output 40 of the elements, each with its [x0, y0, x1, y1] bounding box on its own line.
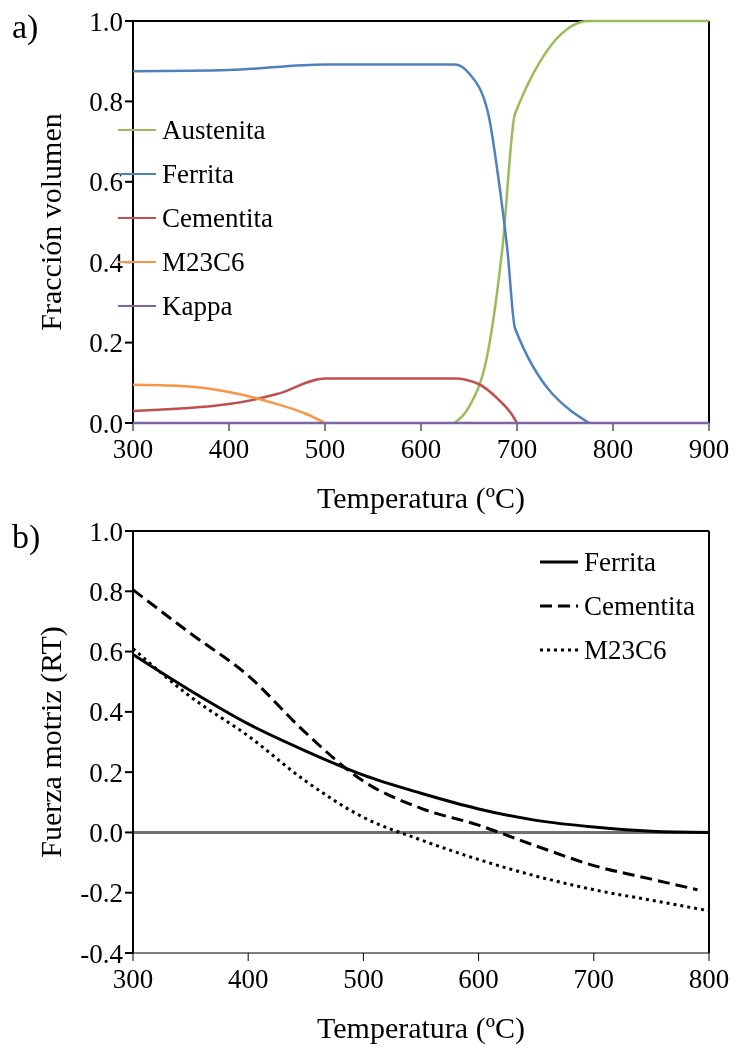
y-tick-label: -0.2 — [80, 878, 123, 909]
y-axis-title: Fracción volumen — [33, 113, 67, 331]
line-series — [131, 383, 327, 425]
legend-label: Cementita — [162, 202, 273, 234]
legend-label: Austenita — [162, 114, 266, 146]
y-tick-label: 1.0 — [89, 6, 123, 37]
x-axis-title: Temperatura (ºC) — [317, 481, 525, 515]
x-tick-label: 500 — [304, 434, 346, 465]
x-tick-label: 400 — [227, 964, 269, 995]
x-tick-label: 600 — [458, 964, 499, 995]
y-tick-label: 0.0 — [89, 818, 123, 849]
y-tick-label: 0.6 — [89, 167, 123, 198]
y-tick-label: 0.8 — [89, 86, 123, 117]
chart-title: b) — [12, 518, 41, 556]
legend-label: M23C6 — [162, 246, 245, 278]
legend-label: Ferrita — [584, 546, 657, 578]
y-tick-label: 0.4 — [89, 697, 124, 728]
x-tick-label: 800 — [592, 434, 634, 465]
legend-label: Cementita — [584, 590, 695, 622]
x-axis-title: Temperatura (ºC) — [317, 1011, 525, 1045]
legend-label: M23C6 — [584, 634, 667, 666]
y-tick-label: 0.8 — [89, 576, 123, 607]
x-tick-label: 800 — [688, 964, 730, 995]
x-tick-label: 900 — [688, 434, 730, 465]
line-series — [131, 63, 591, 425]
y-tick-label: 0.6 — [89, 637, 123, 668]
y-tick-label: 1.0 — [89, 516, 123, 547]
x-tick-label: 700 — [496, 434, 538, 465]
x-tick-label: 600 — [400, 434, 442, 465]
y-axis-title: Fuerza motriz (RT) — [33, 626, 68, 858]
line-series — [131, 377, 519, 425]
y-tick-label: 0.2 — [89, 757, 123, 788]
legend-label: Kappa — [162, 290, 233, 322]
y-tick-label: 0.4 — [89, 247, 124, 278]
x-tick-label: 500 — [343, 964, 384, 995]
legend-label: Ferrita — [162, 158, 234, 190]
y-tick-label: 0.2 — [89, 328, 123, 359]
x-tick-label: 700 — [573, 964, 615, 995]
x-tick-label: 400 — [208, 434, 250, 465]
chart-title: a) — [12, 8, 39, 46]
